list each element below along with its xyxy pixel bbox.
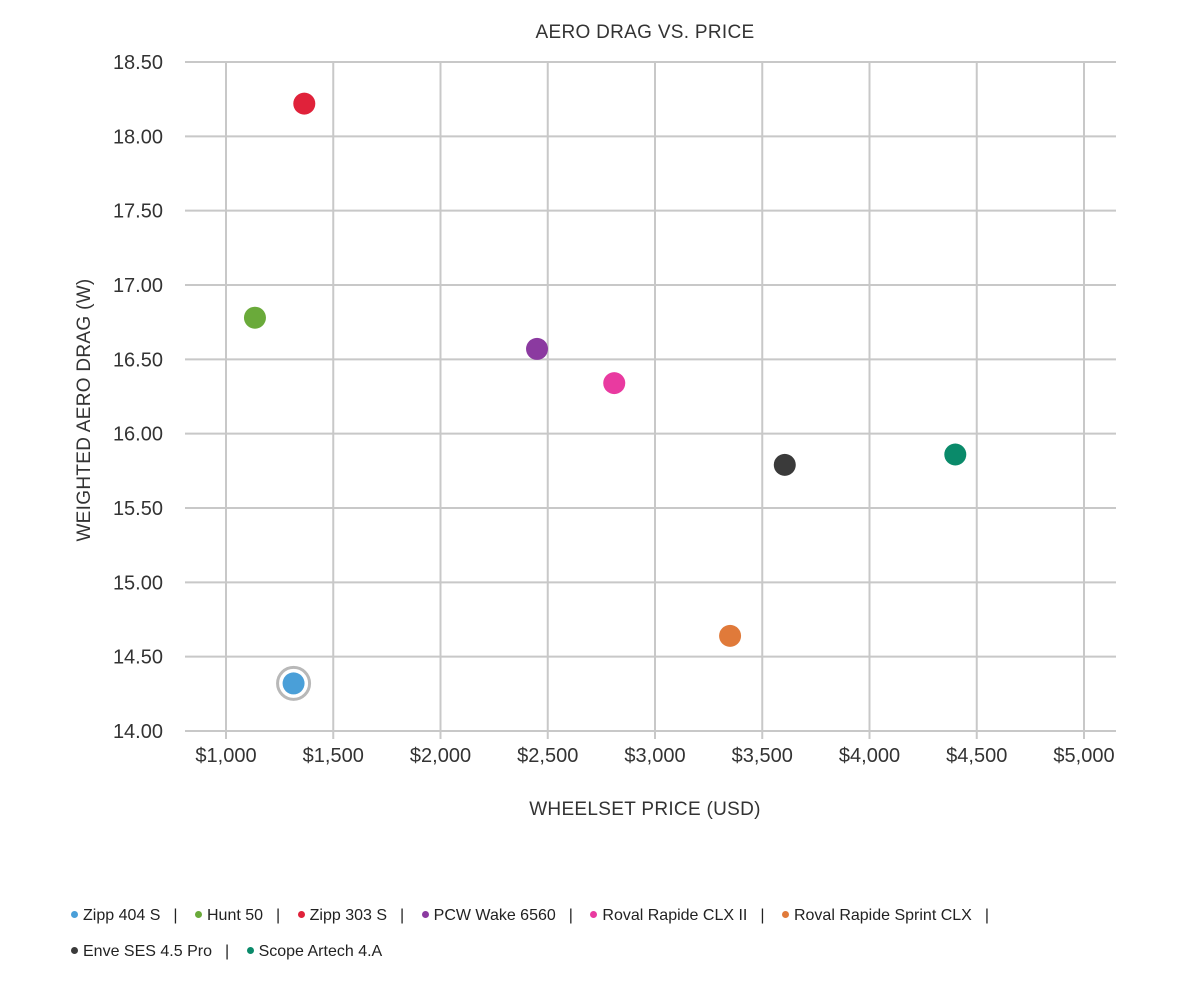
- legend-label: Zipp 303 S: [309, 907, 388, 924]
- legend-label: Enve SES 4.5 Pro: [83, 943, 212, 960]
- legend-marker: [297, 911, 305, 918]
- legend-item: Roval Rapide CLX II: [590, 907, 747, 924]
- legend-marker: [195, 911, 202, 918]
- data-point: [243, 306, 266, 329]
- x-tick-label: $1,000: [195, 745, 256, 767]
- x-tick-label: $3,500: [732, 745, 793, 767]
- x-tick-label: $1,500: [303, 745, 364, 767]
- y-tick-label: 17.00: [113, 275, 163, 297]
- legend-marker: [590, 911, 598, 918]
- y-tick-label: 15.00: [113, 572, 163, 594]
- legend-label: Scope Artech 4.A: [258, 943, 383, 960]
- legend-item: Zipp 303 S: [297, 907, 388, 924]
- legend-separator: |: [173, 907, 178, 924]
- data-point: [282, 672, 305, 695]
- legend-item: Hunt 50: [195, 907, 263, 924]
- y-tick-label: 18.50: [113, 52, 163, 74]
- legend-label: Zipp 404 S: [83, 907, 161, 924]
- legend-marker: [71, 911, 78, 918]
- y-tick-label: 18.00: [113, 126, 163, 148]
- legend-marker: [246, 947, 254, 954]
- x-tick-label: $5,000: [1053, 745, 1114, 767]
- scatter-chart: AERO DRAG VS. PRICE 14.00 14.50 15.00 15.50…: [74, 22, 1116, 820]
- y-axis-ticks: 14.00 14.50 15.00 15.50 16.00 16.50 17.00 17.50…: [113, 52, 163, 743]
- legend-item: Scope Artech 4.A: [246, 943, 383, 960]
- legend-label: Roval Rapide CLX II: [602, 907, 748, 924]
- y-tick-label: 15.50: [113, 498, 163, 520]
- y-tick-label: 17.50: [113, 201, 163, 223]
- y-tick-label: 14.00: [113, 721, 163, 743]
- chart-title: AERO DRAG VS. PRICE: [536, 22, 755, 43]
- data-point: [603, 372, 626, 395]
- legend-separator: |: [224, 943, 230, 960]
- legend-marker: [71, 947, 78, 954]
- legend-separator: |: [984, 907, 989, 924]
- x-tick-label: $2,500: [517, 745, 578, 767]
- data-point: [773, 453, 796, 476]
- legend-label: Hunt 50: [207, 907, 264, 924]
- x-axis-ticks: $1,000 $1,500 $2,000 $2,500 $3,000 $3,500 $4,0…: [195, 745, 1114, 767]
- legend-separator: |: [568, 907, 573, 924]
- legend-item: Zipp 404 S: [71, 907, 160, 924]
- data-point: [526, 337, 549, 360]
- legend-separator: |: [276, 907, 281, 924]
- x-axis-label: WHEELSET PRICE (USD): [529, 799, 761, 820]
- legend-label: PCW Wake 6560: [433, 907, 556, 924]
- y-tick-label: 14.50: [113, 647, 163, 669]
- legend-separator: |: [400, 907, 405, 924]
- legend-item: Roval Rapide Sprint CLX: [781, 907, 972, 924]
- legend-item: Enve SES 4.5 Pro: [71, 943, 212, 960]
- legend-marker: [421, 911, 429, 918]
- x-tick-label: $2,000: [410, 745, 471, 767]
- legend-separator: |: [760, 907, 765, 924]
- legend-item: PCW Wake 6560: [421, 907, 556, 924]
- grid: [185, 61, 1116, 739]
- data-points: [243, 92, 967, 701]
- x-tick-label: $3,000: [624, 745, 685, 767]
- y-tick-label: 16.50: [113, 349, 163, 371]
- x-tick-label: $4,500: [946, 745, 1007, 767]
- x-tick-label: $4,000: [839, 745, 900, 767]
- y-tick-label: 16.00: [113, 424, 163, 446]
- legend-marker: [781, 911, 789, 918]
- data-point: [944, 443, 967, 466]
- chart-legend: Zipp 404 S | Hunt 50 | Zipp 303 S | PCW Wak…: [71, 898, 1131, 970]
- y-axis-label: WEIGHTED AERO DRAG (W): [74, 278, 95, 541]
- legend-label: Roval Rapide Sprint CLX: [793, 907, 972, 924]
- data-point: [293, 92, 316, 115]
- data-point: [719, 624, 742, 647]
